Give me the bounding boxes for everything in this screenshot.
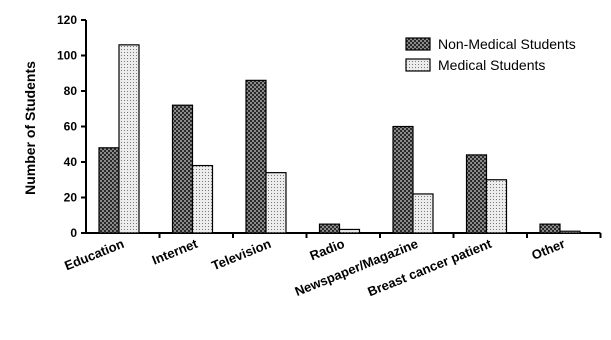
y-tick-label: 20	[64, 191, 78, 205]
bar-non-medical	[465, 154, 488, 234]
bar-medical	[118, 44, 140, 234]
legend-label: Non-Medical Students	[438, 36, 576, 52]
legend: Non-Medical Students Medical Students	[405, 36, 576, 73]
bar-non-medical	[245, 79, 267, 234]
bar-non-medical	[98, 147, 120, 234]
y-tick-label: 100	[57, 49, 77, 63]
bar-non-medical	[539, 223, 561, 234]
x-category-label: Internet	[150, 236, 200, 268]
legend-swatch	[405, 58, 431, 72]
axes: 0 20 40 60 80 100 120	[57, 13, 602, 240]
x-category-label: Other	[529, 236, 567, 263]
y-tick-label: 60	[64, 120, 78, 134]
y-tick-label: 80	[64, 84, 78, 98]
x-category-label: Television	[209, 236, 273, 273]
category-labels: Education Internet Television RadioNewspape…	[62, 236, 567, 300]
bars	[98, 44, 581, 234]
bar-medical	[559, 230, 581, 234]
legend-swatch	[405, 37, 431, 51]
bar-non-medical	[171, 104, 194, 234]
bar-medical	[191, 164, 214, 234]
bar-non-medical	[318, 223, 341, 234]
y-tick-label: 120	[57, 13, 77, 27]
y-tick-label: 40	[64, 155, 78, 169]
x-category-label: Education	[62, 236, 126, 273]
x-category-label: Breast cancer patient	[365, 236, 494, 300]
x-category-label: Radio	[308, 236, 347, 263]
x-category-label: Newspaper/Magazine	[293, 236, 421, 299]
bar-medical	[485, 179, 508, 234]
bar-medical	[412, 193, 434, 234]
legend-label: Medical Students	[438, 57, 545, 73]
y-tick-label: 0	[70, 226, 77, 240]
bar-medical	[265, 172, 287, 234]
bar-non-medical	[392, 125, 414, 234]
bar-medical	[338, 228, 361, 234]
y-axis-title: Number of Students	[22, 61, 38, 195]
